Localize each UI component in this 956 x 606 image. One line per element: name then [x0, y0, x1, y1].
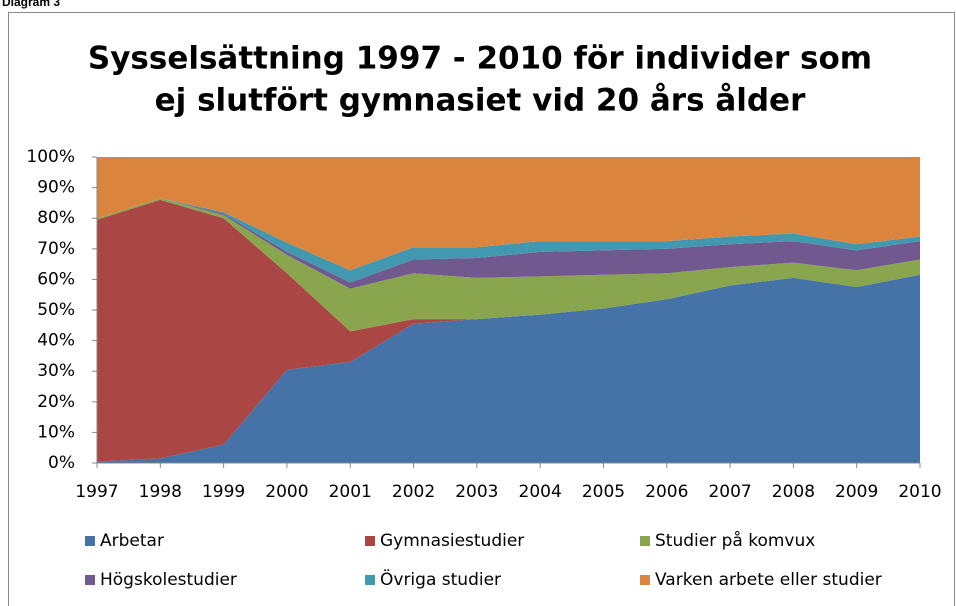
- x-tick-label: 2009: [835, 482, 878, 502]
- legend-swatch: [365, 536, 375, 546]
- y-tick-label: 10%: [37, 422, 75, 442]
- x-tick-label: 2008: [772, 482, 815, 502]
- x-tick-label: 2005: [582, 482, 625, 502]
- x-tick-label: 1999: [202, 482, 245, 502]
- x-tick-label: 2003: [455, 482, 498, 502]
- y-tick-label: 100%: [26, 147, 75, 167]
- legend-swatch: [365, 575, 375, 585]
- legend-swatch: [85, 536, 95, 546]
- x-tick-label: 2010: [898, 482, 941, 502]
- chart-title: Sysselsättning 1997 - 2010 för individer…: [88, 41, 872, 77]
- chart-title: ej slutfört gymnasiet vid 20 års ålder: [155, 83, 806, 119]
- area: [97, 274, 920, 463]
- legend-label: Gymnasiestudier: [380, 531, 524, 551]
- x-tick-label: 2001: [329, 482, 372, 502]
- legend-swatch: [85, 575, 95, 585]
- diagram-label: Diagram 3: [2, 0, 60, 9]
- x-tick-label: 2002: [392, 482, 435, 502]
- x-tick-label: 2000: [265, 482, 308, 502]
- legend-label: Övriga studier: [380, 568, 501, 590]
- legend-label: Högskolestudier: [100, 570, 237, 590]
- y-tick-label: 80%: [37, 208, 75, 228]
- y-tick-label: 50%: [37, 300, 75, 320]
- x-tick-label: 2004: [519, 482, 562, 502]
- area: [97, 157, 920, 271]
- x-tick-label: 1998: [139, 482, 182, 502]
- area: [97, 198, 920, 289]
- x-tick-label: 2006: [645, 482, 688, 502]
- y-tick-label: 90%: [37, 178, 75, 198]
- y-tick-label: 40%: [37, 331, 75, 351]
- y-tick-label: 70%: [37, 239, 75, 259]
- area: [97, 199, 920, 462]
- area: [97, 198, 920, 332]
- y-tick-label: 0%: [48, 453, 75, 473]
- legend-label: Studier på komvux: [655, 530, 815, 551]
- x-tick-label: 2007: [708, 482, 751, 502]
- legend-swatch: [640, 536, 650, 546]
- legend-swatch: [640, 575, 650, 585]
- legend-label: Varken arbete eller studier: [655, 570, 882, 590]
- area: [97, 198, 920, 283]
- y-tick-label: 20%: [37, 392, 75, 412]
- y-tick-label: 30%: [37, 361, 75, 381]
- x-tick-label: 1997: [75, 482, 118, 502]
- legend-label: Arbetar: [100, 531, 164, 551]
- y-tick-label: 60%: [37, 269, 75, 289]
